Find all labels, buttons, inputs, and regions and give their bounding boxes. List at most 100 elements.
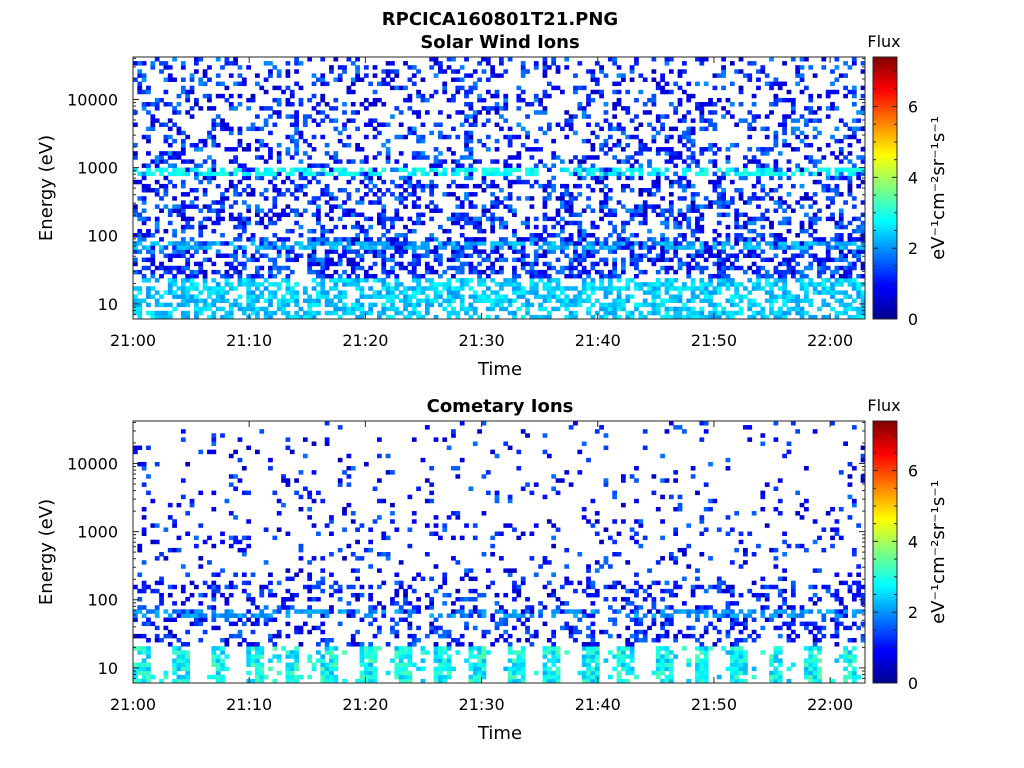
flux-cell xyxy=(738,306,744,312)
flux-cell xyxy=(167,269,173,275)
flux-cell xyxy=(616,306,622,312)
flux-cell xyxy=(851,102,857,107)
flux-cell xyxy=(577,175,583,181)
flux-cell xyxy=(577,290,583,295)
flux-cell xyxy=(189,282,195,287)
flux-cell xyxy=(416,298,421,304)
flux-cell xyxy=(302,314,308,320)
flux-cell xyxy=(228,482,234,487)
flux-cell xyxy=(507,204,513,209)
flux-cell xyxy=(573,73,578,78)
flux-cell xyxy=(255,678,260,684)
flux-cell xyxy=(804,167,809,173)
flux-cell xyxy=(407,97,413,103)
flux-cell xyxy=(546,282,552,287)
flux-cell xyxy=(812,163,818,168)
flux-cell xyxy=(773,253,779,258)
flux-cell xyxy=(546,81,552,87)
flux-cell xyxy=(586,286,591,291)
flux-cell xyxy=(298,245,304,250)
flux-cell xyxy=(237,633,243,639)
flux-cell xyxy=(355,282,360,287)
flux-cell xyxy=(246,646,252,651)
flux-cell xyxy=(773,77,779,82)
flux-cell xyxy=(198,609,204,614)
flux-cell xyxy=(381,192,387,197)
flux-cell xyxy=(207,294,212,299)
flux-cell xyxy=(621,188,626,193)
flux-cell xyxy=(586,233,591,238)
flux-cell xyxy=(481,237,487,242)
flux-cell xyxy=(298,543,304,549)
flux-cell xyxy=(346,85,352,91)
flux-cell xyxy=(433,89,439,95)
flux-cell xyxy=(751,220,757,226)
flux-cell xyxy=(804,273,809,279)
flux-cell xyxy=(677,151,683,156)
flux-cell xyxy=(464,118,469,123)
flux-cell xyxy=(821,269,827,275)
flux-cell xyxy=(215,588,221,594)
flux-cell xyxy=(438,282,443,287)
flux-cell xyxy=(747,196,753,201)
flux-cell xyxy=(603,175,609,181)
flux-cell xyxy=(472,167,478,173)
flux-cell xyxy=(782,314,787,320)
x-tick-label: 21:10 xyxy=(226,331,272,350)
flux-cell xyxy=(682,69,687,74)
flux-cell xyxy=(237,220,243,226)
flux-cell xyxy=(250,678,256,684)
flux-cell xyxy=(782,298,787,304)
flux-cell xyxy=(673,241,679,246)
flux-cell xyxy=(294,257,299,263)
flux-cell xyxy=(276,110,282,115)
flux-cell xyxy=(616,102,622,107)
flux-cell xyxy=(180,294,186,299)
flux-cell xyxy=(438,134,443,140)
flux-cell xyxy=(363,310,369,316)
flux-cell xyxy=(420,298,426,304)
flux-cell xyxy=(368,175,374,181)
flux-cell xyxy=(568,196,574,201)
flux-cell xyxy=(285,188,291,193)
flux-cell xyxy=(851,249,857,254)
flux-cell xyxy=(438,245,443,250)
flux-cell xyxy=(599,167,604,173)
flux-cell xyxy=(655,167,661,173)
flux-cell xyxy=(621,77,626,82)
flux-cell xyxy=(773,245,779,250)
flux-cell xyxy=(189,592,195,598)
flux-cell xyxy=(416,196,421,201)
flux-cell xyxy=(459,85,465,91)
flux-cell xyxy=(703,204,709,209)
flux-cell xyxy=(137,633,143,639)
flux-cell xyxy=(503,298,509,304)
flux-cell xyxy=(782,171,787,177)
flux-cell xyxy=(577,224,583,230)
flux-cell xyxy=(660,233,665,238)
flux-cell xyxy=(712,245,718,250)
flux-cell xyxy=(172,171,177,177)
flux-cell xyxy=(220,298,225,304)
flux-cell xyxy=(372,273,378,279)
flux-cell xyxy=(812,200,818,205)
flux-cell xyxy=(860,159,866,164)
flux-cell xyxy=(377,212,382,218)
flux-cell xyxy=(555,220,561,226)
flux-cell xyxy=(629,171,635,177)
flux-cell xyxy=(272,490,278,496)
flux-cell xyxy=(494,110,500,115)
flux-cell xyxy=(180,179,186,185)
flux-cell xyxy=(285,228,291,234)
flux-cell xyxy=(664,175,670,181)
flux-cell xyxy=(638,220,644,226)
flux-cell xyxy=(289,286,295,291)
flux-cell xyxy=(237,539,243,545)
flux-cell xyxy=(294,478,299,483)
flux-cell xyxy=(163,265,169,271)
flux-cell xyxy=(677,175,683,181)
flux-cell xyxy=(455,220,461,226)
flux-cell xyxy=(812,282,818,287)
flux-cell xyxy=(499,114,504,119)
flux-cell xyxy=(682,237,687,242)
